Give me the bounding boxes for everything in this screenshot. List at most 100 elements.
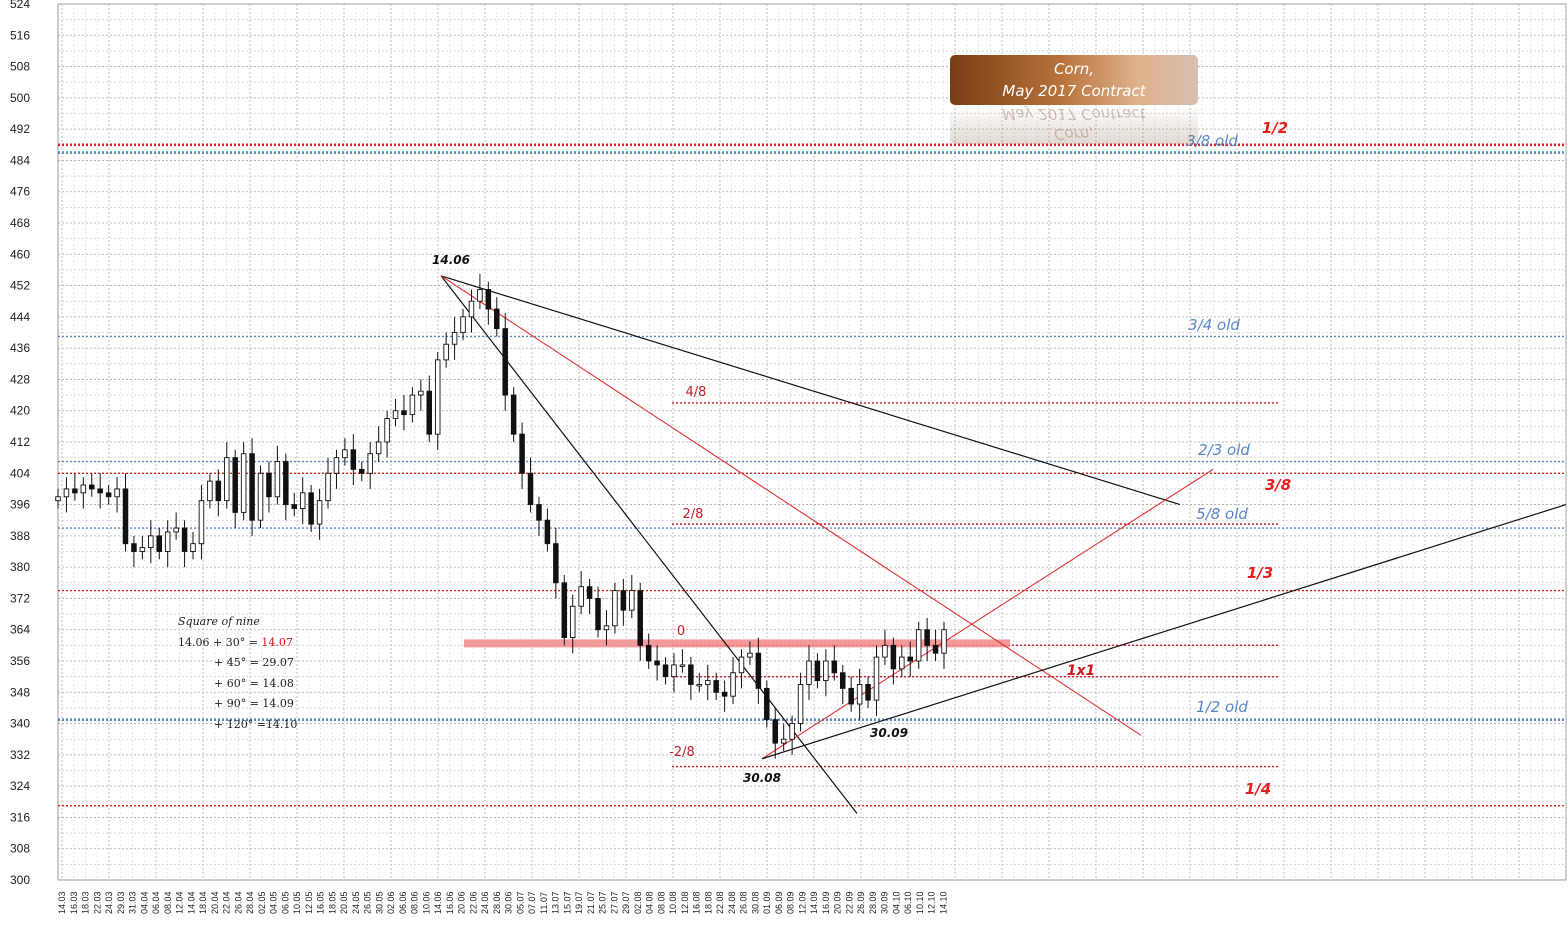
candle-body (890, 644, 897, 670)
title-reflection-line-1: Corn, (1053, 125, 1095, 143)
candle-body (637, 590, 643, 646)
y-tick-label: 316 (10, 810, 30, 824)
candle-body (468, 300, 475, 318)
square-of-nine-row-1: 14.06 + 30° = 14.07 (178, 635, 293, 649)
candle-body (232, 457, 238, 513)
candle-body (426, 390, 433, 435)
level-label: -2/8 (669, 745, 695, 760)
candle-body (266, 472, 272, 498)
y-tick-label: 324 (10, 779, 30, 793)
candle-body (831, 660, 838, 674)
candle-body (704, 680, 711, 685)
candle-body (80, 484, 87, 494)
x-tick-label: 20.06 (457, 891, 467, 914)
candle-body (932, 644, 939, 654)
x-tick-label: 22.04 (222, 891, 232, 914)
y-tick-label: 372 (10, 591, 30, 605)
title-reflection-line-2: May 2017 Contract (1002, 106, 1146, 123)
candle-body (105, 492, 112, 498)
x-tick-label: 18.04 (198, 891, 208, 914)
level-label: 3/8 (1265, 476, 1291, 494)
candle-body (173, 527, 179, 533)
square-of-nine-row-3: + 60° = 14.08 (214, 676, 294, 690)
level-label: 5/8 old (1196, 505, 1248, 523)
candle-body (477, 289, 483, 302)
candle-body (367, 453, 373, 474)
x-axis: 14.03 16.03 18.03 22.03 24.03 29.03 31.03 04.04… (57, 891, 948, 914)
level-label: 0 (677, 624, 685, 639)
candle-body (181, 527, 188, 552)
candle-body (755, 652, 762, 689)
x-tick-label: 04.05 (269, 891, 279, 914)
candle-body (730, 672, 736, 697)
level-label: 1/2 (1262, 119, 1288, 137)
x-tick-label: 24.03 (104, 891, 114, 914)
candle-body (97, 488, 103, 494)
candle-body (308, 492, 314, 525)
trend-line (440, 275, 858, 814)
candle-body (359, 468, 365, 474)
x-tick-label: 22.09 (844, 891, 854, 914)
y-tick-label: 332 (10, 748, 30, 762)
candle-body (494, 308, 500, 330)
x-tick-label: 26.09 (856, 891, 866, 914)
candle-body (451, 332, 458, 345)
x-tick-label: 10.05 (292, 891, 302, 914)
x-tick-label: 05.07 (515, 891, 525, 914)
candle-body (578, 586, 584, 607)
candle-body (114, 488, 120, 498)
x-tick-label: 22.08 (715, 891, 725, 914)
candle-body (679, 664, 686, 667)
x-tick-label: 22.06 (468, 891, 478, 914)
annotations: 14.06 30.08 30.09 1x1 (432, 253, 1095, 785)
x-tick-label: 30.05 (374, 891, 384, 914)
x-tick-label: 30.06 (504, 891, 514, 914)
candle-body (224, 457, 230, 502)
candle-body (392, 410, 399, 419)
candle-body (401, 410, 407, 416)
x-tick-label: 24.08 (727, 891, 737, 914)
level-label: 3/4 old (1188, 316, 1240, 334)
candle-body (519, 433, 525, 474)
chart-grid (57, 3, 1567, 881)
candle-body (198, 500, 205, 545)
candle-body (654, 660, 660, 666)
candle-body (164, 531, 171, 552)
candle-body (409, 394, 416, 416)
candle-body (122, 488, 129, 545)
x-tick-label: 26.05 (363, 891, 373, 914)
y-tick-label: 516 (10, 28, 30, 42)
x-tick-label: 20.09 (833, 891, 843, 914)
x-tick-label: 04.04 (139, 891, 149, 914)
candle-body (924, 629, 930, 646)
x-tick-label: 10.10 (915, 891, 925, 914)
candle-body (797, 684, 804, 725)
candle-body (207, 480, 213, 502)
x-tick-label: 18.05 (327, 891, 337, 914)
candle-body (283, 461, 289, 506)
x-tick-label: 08.06 (410, 891, 420, 914)
candle-body (460, 316, 466, 333)
y-tick-label: 396 (10, 498, 30, 512)
x-tick-label: 12.10 (927, 891, 937, 914)
x-tick-label: 30.08 (750, 891, 760, 914)
x-tick-label: 10.08 (668, 891, 678, 914)
candle-body (569, 605, 576, 638)
candle-body (882, 644, 888, 658)
chart-title: Corn, May 2017 Contract (950, 55, 1198, 105)
candle-body (291, 504, 298, 509)
x-tick-label: 13.07 (551, 891, 561, 914)
zero-band (464, 639, 1010, 648)
candle-body (342, 449, 348, 459)
x-tick-label: 16.03 (69, 891, 79, 914)
x-tick-label: 24.05 (351, 891, 361, 914)
x-tick-label: 14.09 (809, 891, 819, 914)
y-tick-label: 420 (10, 404, 30, 418)
candle-body (72, 488, 78, 494)
y-tick-label: 340 (10, 717, 30, 731)
x-tick-label: 08.09 (786, 891, 796, 914)
candle-body (274, 461, 281, 498)
square-of-nine-row-4: + 90° = 14.09 (214, 697, 294, 710)
candle-body (713, 680, 719, 693)
